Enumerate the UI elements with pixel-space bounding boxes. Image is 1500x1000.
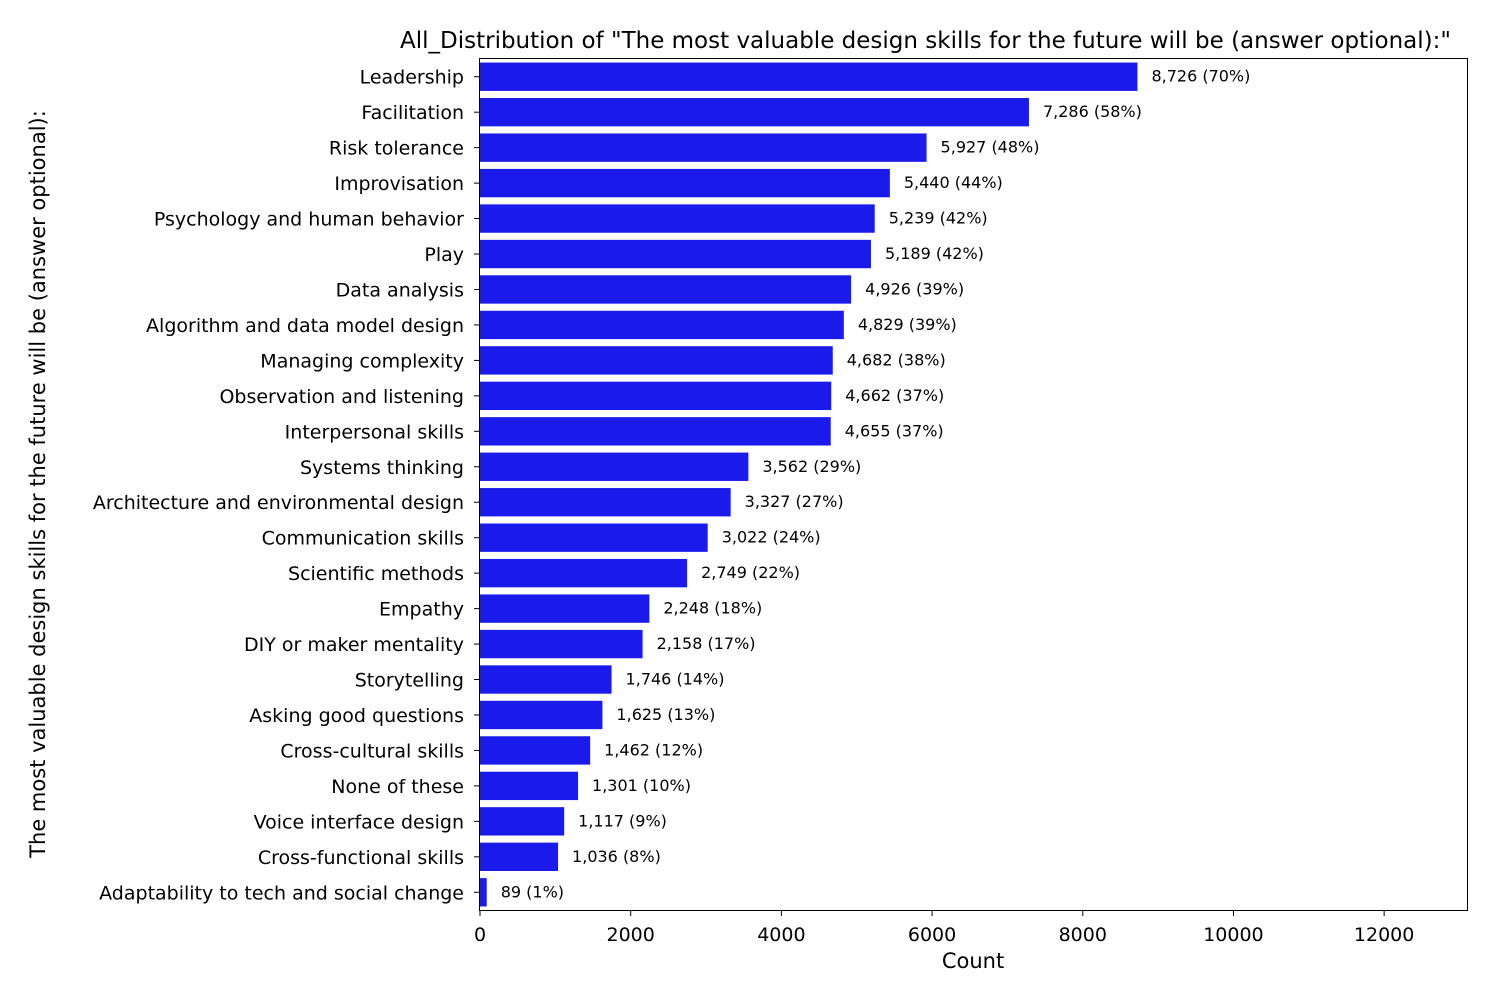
data-label: 3,562 (29%) bbox=[762, 457, 861, 476]
category-label: Voice interface design bbox=[254, 811, 464, 833]
category-label: Systems thinking bbox=[300, 457, 464, 479]
data-label: 5,927 (48%) bbox=[941, 138, 1040, 157]
data-labels: 8,726 (70%) 7,286 (58%)5,927 (48%) 5,440 (… bbox=[501, 67, 1251, 902]
data-label: 4,662 (37%) bbox=[845, 386, 944, 405]
category-label: Facilitation bbox=[361, 102, 464, 124]
category-label: Play bbox=[424, 244, 464, 266]
bar bbox=[480, 771, 579, 801]
bar bbox=[480, 629, 643, 659]
data-label: 89 (1%) bbox=[501, 882, 564, 901]
category-label: Leadership bbox=[360, 67, 464, 89]
bar bbox=[480, 558, 688, 588]
bar bbox=[480, 594, 650, 623]
plot-frame bbox=[479, 58, 1468, 911]
category-label: Interpersonal skills bbox=[285, 421, 464, 443]
bar bbox=[480, 700, 603, 730]
y-axis-title: The most valuable design skills for the … bbox=[26, 110, 50, 859]
category-label: Data analysis bbox=[336, 279, 464, 301]
category-label: Adaptability to tech and social change bbox=[99, 882, 464, 904]
category-label: Cross-functional skills bbox=[258, 847, 464, 869]
x-tick-label: 12000 bbox=[1354, 924, 1414, 946]
category-label: Scientific methods bbox=[288, 563, 464, 585]
bar bbox=[480, 310, 844, 340]
x-tick-label: 8000 bbox=[1059, 924, 1107, 946]
data-label: 1,462 (12%) bbox=[604, 740, 703, 759]
data-label: 5,440 (44%) bbox=[904, 173, 1003, 192]
data-label: 8,726 (70%) bbox=[1151, 67, 1250, 86]
x-axis-ticks: 0 2000 4000 6000 8000 10000 12000 bbox=[474, 910, 1414, 946]
data-label: 5,189 (42%) bbox=[885, 244, 984, 263]
bar bbox=[480, 381, 832, 411]
category-label: Architecture and environmental design bbox=[93, 492, 464, 514]
bar bbox=[480, 133, 927, 162]
bar bbox=[480, 488, 731, 517]
data-label: 4,926 (39%) bbox=[865, 279, 964, 298]
bars-layer bbox=[480, 62, 1138, 907]
data-label: 4,682 (38%) bbox=[847, 350, 946, 369]
bar bbox=[480, 346, 833, 375]
bar bbox=[480, 736, 591, 765]
category-label: Storytelling bbox=[355, 670, 464, 692]
bar bbox=[480, 807, 565, 836]
category-label: Improvisation bbox=[334, 173, 464, 195]
data-label: 3,327 (27%) bbox=[745, 492, 844, 511]
data-label: 4,829 (39%) bbox=[858, 315, 957, 334]
category-label: Algorithm and data model design bbox=[146, 315, 464, 337]
x-axis-title: Count bbox=[942, 949, 1004, 973]
data-label: 1,036 (8%) bbox=[572, 847, 661, 866]
bar bbox=[480, 842, 559, 871]
bar bbox=[480, 665, 612, 694]
category-label: Managing complexity bbox=[260, 350, 464, 372]
data-label: 2,248 (18%) bbox=[663, 599, 762, 618]
category-label: Empathy bbox=[379, 599, 464, 621]
bar bbox=[480, 275, 852, 304]
x-tick-label: 0 bbox=[474, 924, 486, 946]
x-tick-label: 2000 bbox=[607, 924, 655, 946]
category-label: Cross-cultural skills bbox=[280, 740, 464, 762]
bar bbox=[480, 204, 875, 233]
data-label: 2,158 (17%) bbox=[657, 634, 756, 653]
category-label: Communication skills bbox=[262, 528, 464, 550]
data-label: 1,117 (9%) bbox=[578, 811, 667, 830]
data-label: 5,239 (42%) bbox=[889, 209, 988, 228]
data-label: 1,301 (10%) bbox=[592, 776, 691, 795]
category-label: Asking good questions bbox=[249, 705, 464, 727]
bar bbox=[480, 239, 871, 269]
x-tick-label: 6000 bbox=[908, 924, 956, 946]
category-label: None of these bbox=[331, 776, 464, 798]
chart-title: All_Distribution of "The most valuable d… bbox=[400, 28, 1451, 54]
data-label: 4,655 (37%) bbox=[845, 421, 944, 440]
x-tick-label: 4000 bbox=[757, 924, 805, 946]
category-labels: Leadership Facilitation Risk tolerance Impr… bbox=[93, 67, 480, 904]
bar bbox=[480, 452, 749, 481]
data-label: 2,749 (22%) bbox=[701, 563, 800, 582]
category-label: Psychology and human behavior bbox=[154, 209, 464, 231]
category-label: Risk tolerance bbox=[329, 138, 464, 160]
bar bbox=[480, 62, 1138, 91]
x-tick-label: 10000 bbox=[1203, 924, 1263, 946]
data-label: 3,022 (24%) bbox=[722, 528, 821, 547]
data-label: 1,746 (14%) bbox=[626, 670, 725, 689]
data-label: 7,286 (58%) bbox=[1043, 102, 1142, 121]
bar bbox=[480, 98, 1029, 127]
category-label: Observation and listening bbox=[219, 386, 464, 408]
bar bbox=[480, 878, 487, 907]
bar bbox=[480, 417, 831, 446]
category-label: DIY or maker mentality bbox=[244, 634, 464, 656]
data-label: 1,625 (13%) bbox=[616, 705, 715, 724]
bar bbox=[480, 523, 708, 552]
bar bbox=[480, 168, 890, 198]
